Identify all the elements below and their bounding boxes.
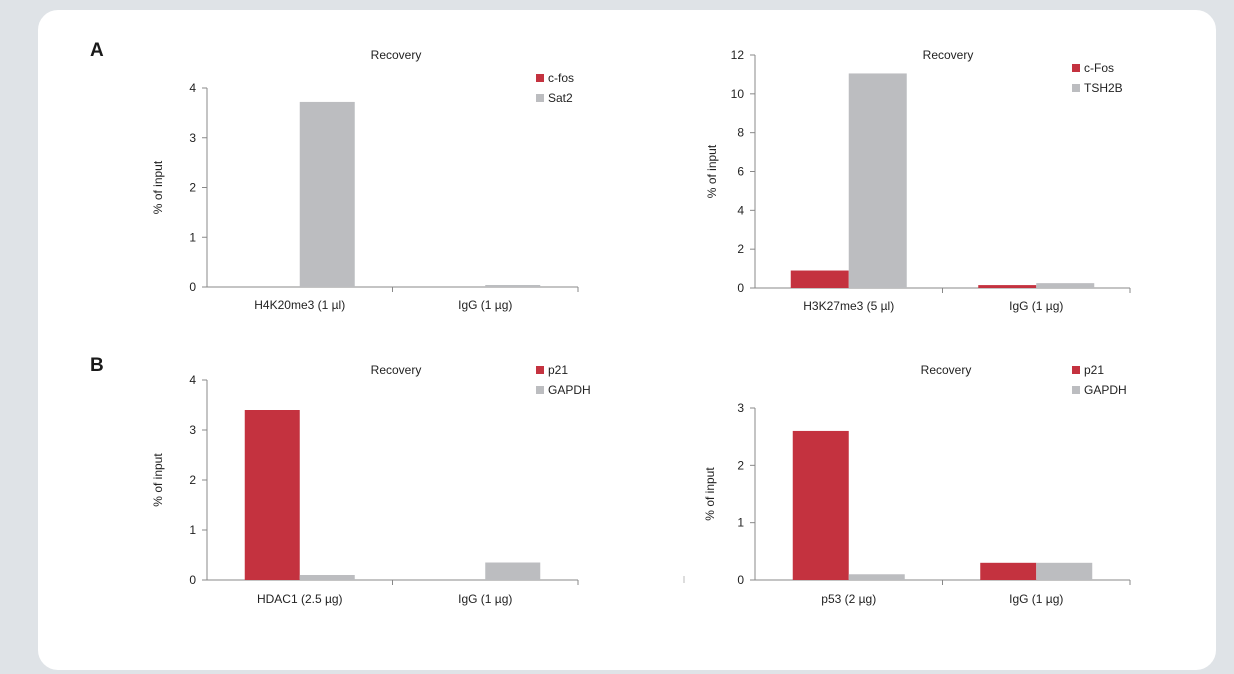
chart-2-legend-label: TSH2B (1084, 81, 1123, 95)
chart-1-legend-swatch (536, 74, 544, 82)
chart-4-bar (792, 430, 849, 580)
chart-1-category-label: H4K20me3 (1 µl) (254, 298, 345, 312)
chart-2-bar (978, 285, 1037, 288)
chart-2-bar (790, 270, 849, 288)
chart-1-legend-label: Sat2 (548, 91, 573, 105)
chart-3-title: Recovery (371, 363, 422, 377)
chart-3-bar (485, 562, 541, 580)
chart-1-bar (485, 285, 541, 287)
chart-4-legend-label: p21 (1084, 363, 1104, 377)
chart-1-category-label: IgG (1 µg) (458, 298, 512, 312)
chart-3-y-tick-label: 2 (189, 473, 196, 487)
chart-1-legend-label: c-fos (548, 71, 574, 85)
chart-2-y-tick-label: 12 (731, 48, 745, 62)
chart-1-title: Recovery (371, 48, 422, 62)
chart-1-y-tick-label: 2 (189, 181, 196, 195)
chart-2-y-axis-label: % of input (705, 144, 719, 198)
chart-3-y-axis-label: % of input (151, 453, 165, 507)
chart-2-bar (1036, 283, 1095, 288)
chart-4-y-axis-label: % of input (703, 467, 717, 521)
chart-1-y-tick-label: 0 (189, 280, 196, 294)
chart-2-legend-swatch (1072, 64, 1080, 72)
chart-3-bar (299, 575, 355, 580)
chart-3-y-tick-label: 3 (189, 423, 196, 437)
chart-3-y-tick-label: 0 (189, 573, 196, 587)
chart-2-category-label: H3K27me3 (5 µl) (803, 299, 894, 313)
chart-4-legend-label: GAPDH (1084, 383, 1127, 397)
chart-1-y-tick-label: 3 (189, 131, 196, 145)
chart-2-y-tick-label: 8 (737, 126, 744, 140)
chart-2-y-tick-label: 6 (737, 165, 744, 179)
chart-3-category-label: IgG (1 µg) (458, 592, 512, 606)
chart-2-y-tick-label: 0 (737, 281, 744, 295)
chart-4-bar (980, 562, 1037, 580)
panel-label-b: B (90, 355, 104, 376)
chart-4-legend-swatch (1072, 366, 1080, 374)
chart-4-bar (848, 574, 905, 580)
chart-3-legend-label: GAPDH (548, 383, 591, 397)
chart-4-y-tick-label: 2 (737, 458, 744, 472)
chart-1-y-axis-label: % of input (151, 160, 165, 214)
chart-2-legend-swatch (1072, 84, 1080, 92)
chart-2-category-label: IgG (1 µg) (1009, 299, 1063, 313)
chart-4-category-label: IgG (1 µg) (1009, 592, 1063, 606)
chart-4-y-tick-label: 1 (737, 516, 744, 530)
chart-3-y-tick-label: 1 (189, 523, 196, 537)
chart-3-legend-swatch (536, 386, 544, 394)
chart-4-y-tick-label: 3 (737, 401, 744, 415)
chart-1-bar (299, 101, 355, 288)
chart-1-y-tick-label: 1 (189, 230, 196, 244)
chart-4-title: Recovery (921, 363, 972, 377)
chart-2-legend-label: c-Fos (1084, 61, 1114, 75)
chart-1-legend-swatch (536, 94, 544, 102)
chart-4-legend-swatch (1072, 386, 1080, 394)
chart-3-legend-swatch (536, 366, 544, 374)
chart-4-y-tick-label: 0 (737, 573, 744, 587)
chart-2-bar (848, 73, 907, 288)
chart-3-y-tick-label: 4 (189, 373, 196, 387)
chart-4-category-label: p53 (2 µg) (821, 592, 876, 606)
chart-3-bar (244, 410, 300, 580)
figure-frame (34, 6, 1220, 674)
chart-2-title: Recovery (923, 48, 974, 62)
chart-2-y-tick-label: 2 (737, 242, 744, 256)
chart-2-y-tick-label: 4 (737, 203, 744, 217)
panel-label-a: A (90, 40, 104, 61)
chart-3-legend-label: p21 (548, 363, 568, 377)
chart-1-y-tick-label: 4 (189, 81, 196, 95)
chart-4-bar (1036, 562, 1093, 580)
chart-3-category-label: HDAC1 (2.5 µg) (257, 592, 343, 606)
chart-2-y-tick-label: 10 (731, 87, 745, 101)
